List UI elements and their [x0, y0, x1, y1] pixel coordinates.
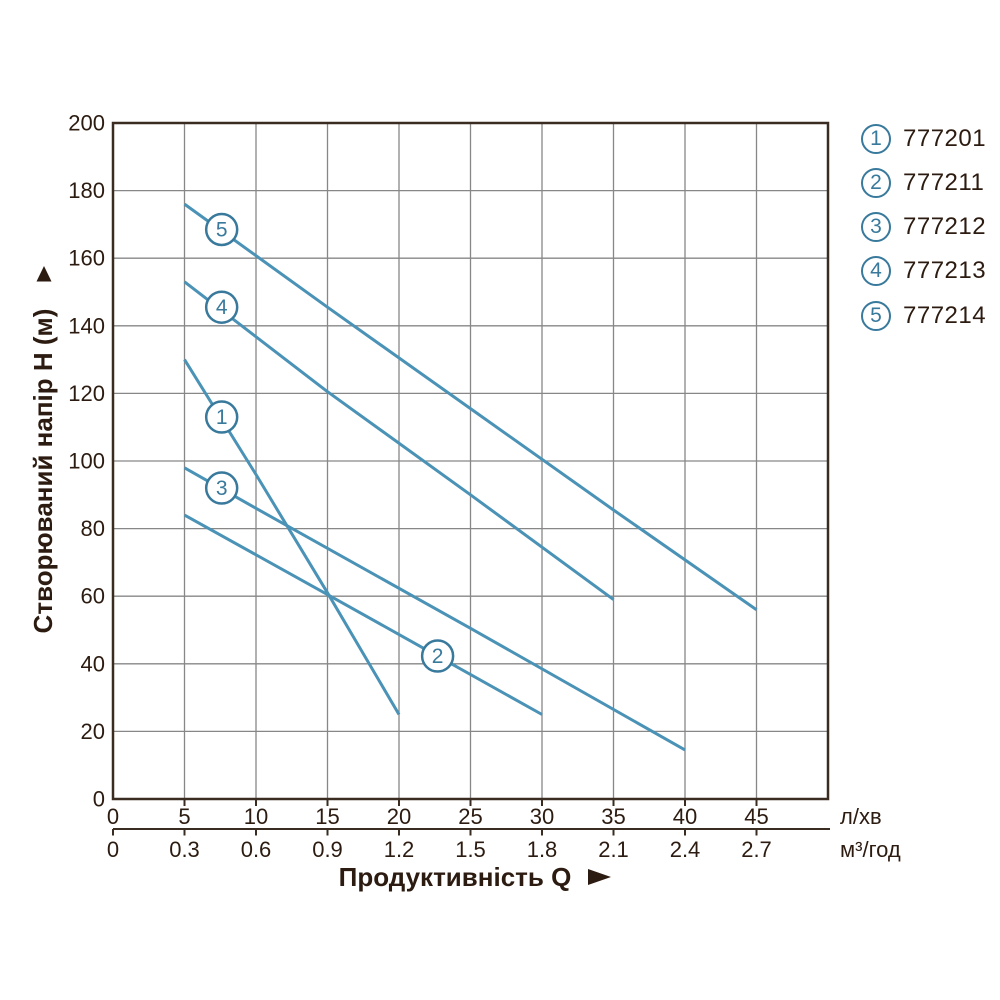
x-tick-lmin-10: 10 — [244, 804, 268, 829]
curve-777211 — [183, 513, 543, 716]
x-tick-lmin-5: 5 — [178, 804, 190, 829]
curve-marker-circle-1 — [204, 400, 239, 434]
y-tick-label-20: 20 — [81, 719, 105, 744]
y-tick-label-40: 40 — [81, 651, 105, 676]
y-tick-label-140: 140 — [68, 313, 105, 338]
y-tick-label-80: 80 — [81, 516, 105, 541]
y-tick-label-0: 0 — [93, 787, 105, 812]
curve-777212 — [183, 466, 686, 752]
curve-marker-circle-4 — [204, 290, 239, 324]
x-tick-m3h-1.8: 1.8 — [527, 837, 558, 862]
x-tick-m3h-1.2: 1.2 — [384, 837, 415, 862]
curve-marker-number-2: 2 — [432, 645, 444, 668]
x-tick-lmin-30: 30 — [530, 804, 554, 829]
x-tick-lmin-40: 40 — [673, 804, 697, 829]
y-axis-up-arrow-icon — [36, 266, 52, 282]
y-tick-label-180: 180 — [68, 178, 105, 203]
curve-number-markers: 1 2 3 4 5 — [204, 212, 455, 673]
x-tick-m3h-1.5: 1.5 — [455, 837, 486, 862]
x-tick-lmin-35: 35 — [601, 804, 625, 829]
secondary-unit-label: м³/год — [840, 837, 901, 862]
curve-marker-number-4: 4 — [216, 296, 228, 319]
curve-marker-circle-5 — [204, 212, 239, 247]
y-tick-label-120: 120 — [68, 381, 105, 406]
x-tick-m3h-2.7: 2.7 — [741, 837, 772, 862]
x-tick-m3h-0.6: 0.6 — [241, 837, 272, 862]
curve-marker-number-5: 5 — [216, 218, 228, 241]
y-tick-label-200: 200 — [68, 111, 105, 136]
x-tick-lmin-45: 45 — [744, 804, 768, 829]
x-tick-lmin-25: 25 — [458, 804, 482, 829]
curve-777213 — [183, 280, 615, 601]
x-tick-m3h-0.9: 0.9 — [312, 837, 343, 862]
x-axis-title: Продуктивність Q — [339, 862, 572, 892]
plot-frame — [111, 121, 830, 836]
gridlines — [113, 123, 828, 799]
x-tick-lmin-15: 15 — [315, 804, 339, 829]
curve-marker-number-3: 3 — [216, 477, 228, 500]
x-axis-right-arrow-icon — [588, 869, 611, 885]
y-axis-title: Створюваний напір H (м) — [28, 309, 58, 634]
x-tick-lmin-20: 20 — [387, 804, 411, 829]
curve-marker-number-1: 1 — [216, 406, 228, 429]
x-tick-m3h-0: 0 — [107, 837, 119, 862]
primary-unit-label: л/хв — [840, 804, 882, 829]
curve-marker-circle-3 — [204, 471, 239, 505]
x-tick-m3h-0.3: 0.3 — [169, 837, 200, 862]
x-tick-m3h-2.1: 2.1 — [598, 837, 629, 862]
y-tick-label-160: 160 — [68, 246, 105, 271]
y-tick-label-60: 60 — [81, 584, 105, 609]
x-tick-lmin-0: 0 — [107, 804, 119, 829]
curve-marker-circle-2 — [420, 639, 455, 673]
y-tick-label-100: 100 — [68, 449, 105, 474]
curve-777214 — [183, 202, 758, 611]
x-tick-m3h-2.4: 2.4 — [670, 837, 701, 862]
